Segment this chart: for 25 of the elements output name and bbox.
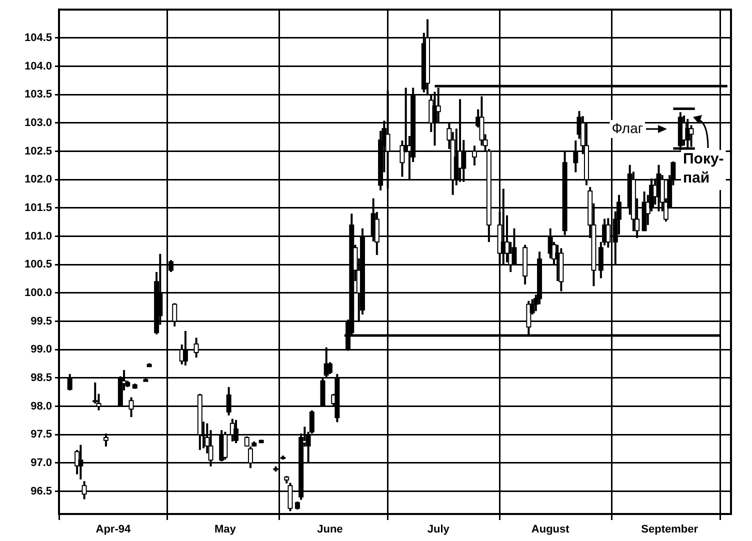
- y-tick-label: 104.0: [24, 60, 52, 72]
- x-tick-label: July: [427, 524, 450, 536]
- y-tick-label: 96.5: [30, 485, 52, 498]
- y-tick-label: 104.5: [24, 32, 52, 44]
- y-tick-label: 97.0: [30, 457, 52, 470]
- x-tick-label: June: [317, 524, 343, 536]
- y-tick-label: 103.0: [24, 116, 52, 129]
- y-tick-label: 98.5: [30, 372, 52, 384]
- y-tick-label: 99.0: [30, 344, 52, 356]
- annotation: Флаг: [612, 120, 643, 136]
- x-tick-label: May: [214, 524, 237, 536]
- y-tick-label: 101.0: [24, 230, 52, 242]
- annotation: Поку- пай: [683, 150, 724, 187]
- x-tick-label: September: [641, 524, 699, 536]
- y-tick-label: 102.0: [24, 174, 52, 186]
- x-tick-label: Apr-94: [96, 524, 132, 536]
- x-tick-label: August: [531, 524, 570, 536]
- y-tick-label: 102.5: [24, 145, 52, 158]
- y-tick-label: 99.5: [30, 315, 52, 328]
- y-tick-label: 101.5: [24, 202, 52, 214]
- y-tick-label: 100.5: [24, 258, 52, 271]
- y-tick-label: 98.0: [30, 400, 52, 412]
- y-tick-label: 97.5: [30, 428, 52, 441]
- y-tick-label: 100.0: [24, 287, 52, 299]
- y-tick-label: 103.5: [24, 88, 52, 101]
